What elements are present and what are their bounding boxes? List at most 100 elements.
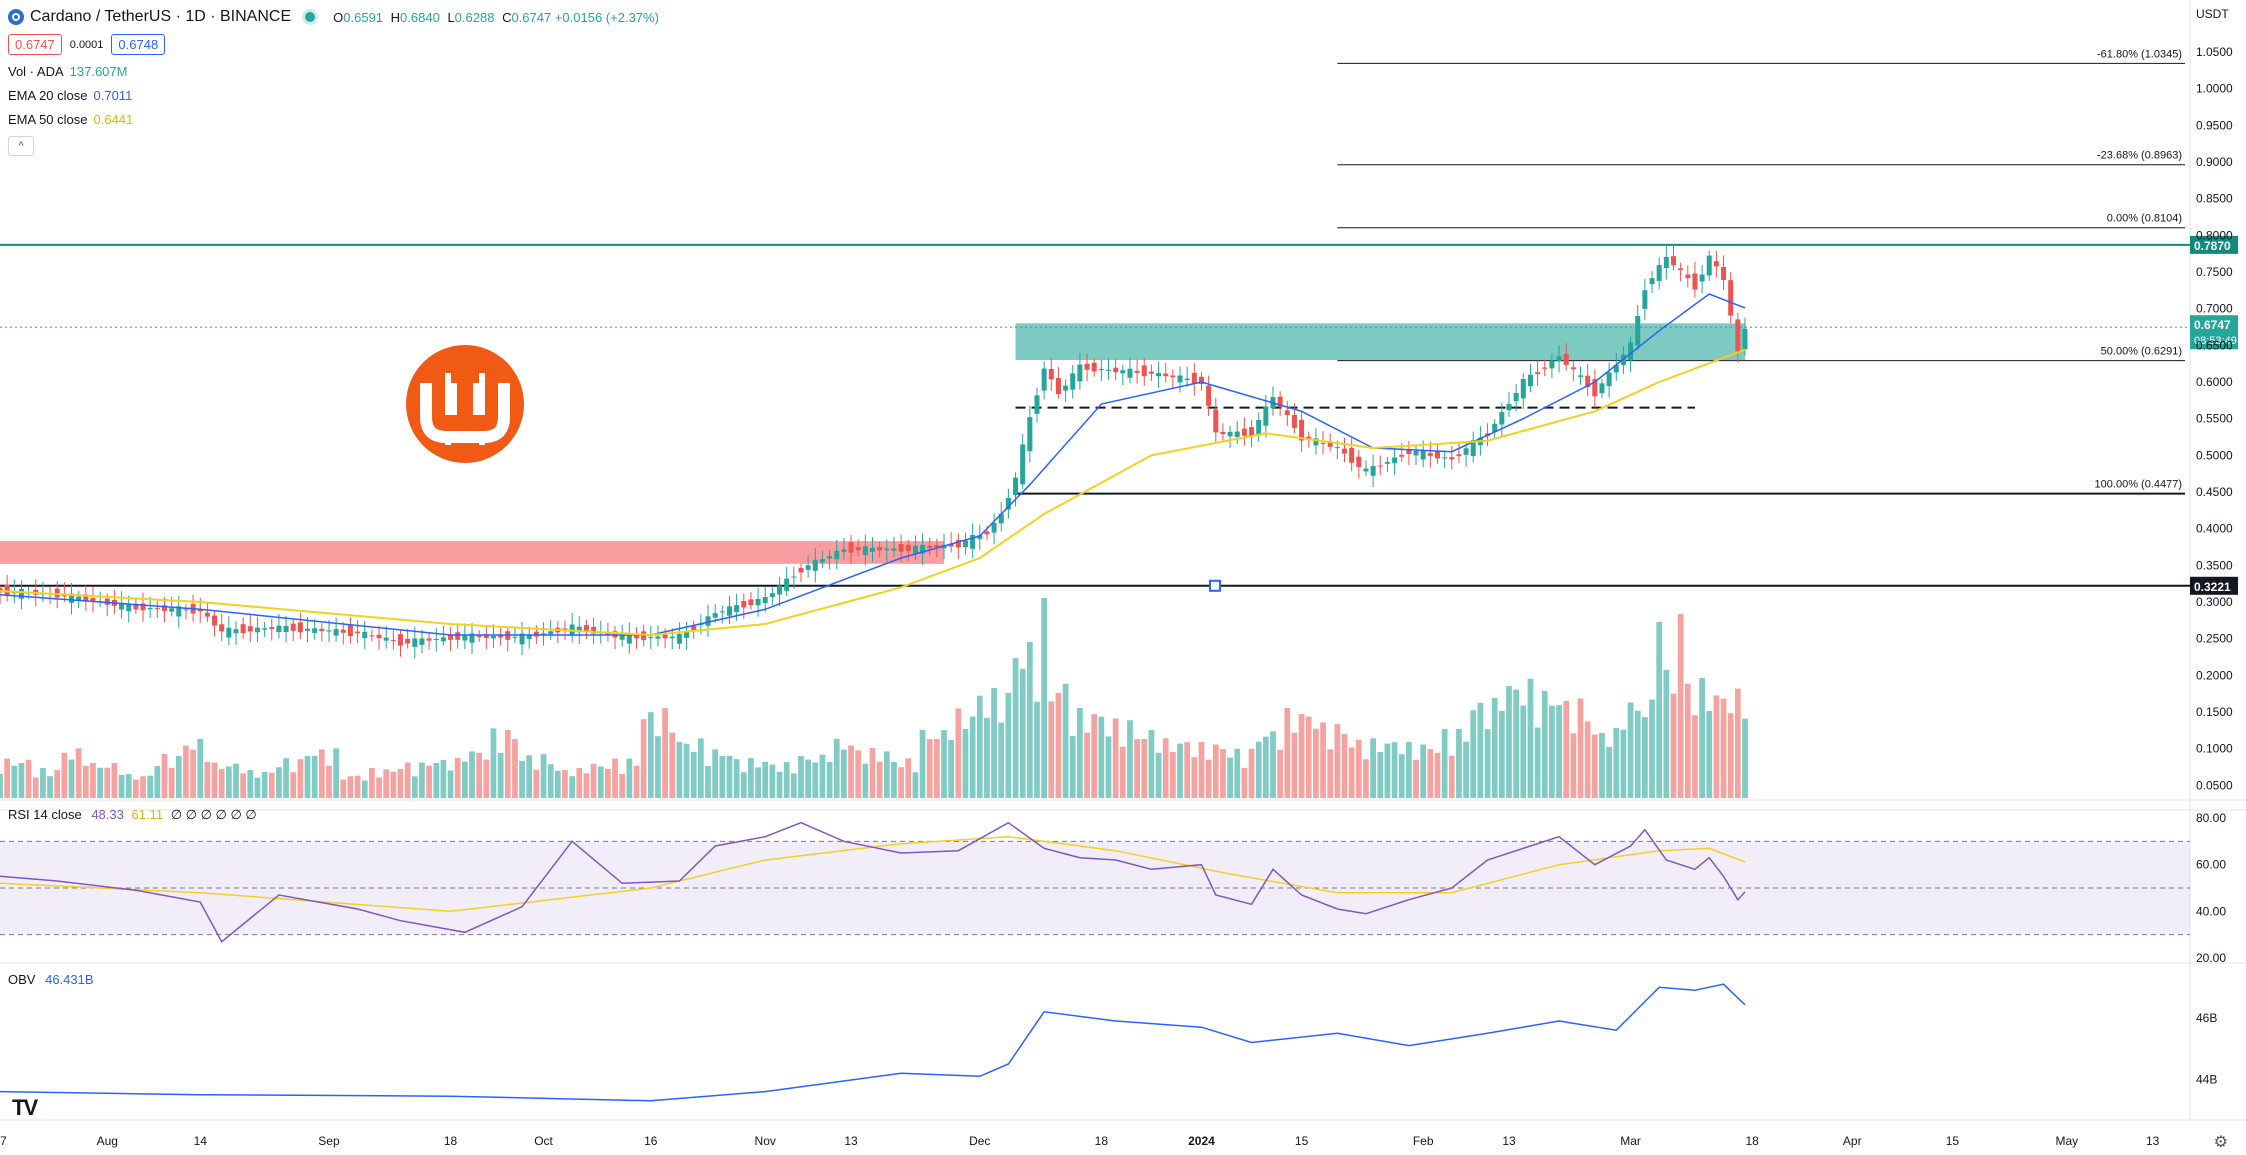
candle-body xyxy=(1549,360,1555,369)
price-axis-tick: 0.1000 xyxy=(2196,742,2233,756)
candle-body xyxy=(541,633,547,635)
volume-bar xyxy=(640,719,647,798)
candle-body xyxy=(1406,450,1412,455)
candle-body xyxy=(827,556,833,559)
candle-body xyxy=(591,626,597,634)
settings-gear-icon[interactable]: ⚙ xyxy=(2213,1134,2228,1151)
time-axis-tick: 2024 xyxy=(1188,1134,1215,1148)
time-axis-tick: 13 xyxy=(1502,1134,1516,1148)
time-axis-tick: 13 xyxy=(844,1134,858,1148)
volume-bar xyxy=(1563,700,1570,798)
volume-bar xyxy=(1463,741,1469,798)
volume-legend[interactable]: Vol · ADA 137.607M xyxy=(8,64,128,79)
candle-body xyxy=(197,609,203,612)
ema50-legend[interactable]: EMA 50 close 0.6441 xyxy=(8,112,134,127)
volume-bar xyxy=(554,770,561,798)
chevron-up-icon[interactable]: ^ xyxy=(8,136,34,156)
volume-bar xyxy=(1577,698,1584,798)
candle-body xyxy=(219,624,225,632)
volume-bar xyxy=(1348,747,1355,798)
obv-legend[interactable]: OBV 46.431B xyxy=(8,972,94,987)
candle-body xyxy=(1120,370,1126,374)
candle-body xyxy=(712,613,718,618)
candle-body xyxy=(741,601,747,608)
candle-body xyxy=(1692,273,1698,290)
time-axis-tick: Dec xyxy=(969,1134,990,1148)
volume-bar xyxy=(1620,729,1627,798)
rsi-legend[interactable]: RSI 14 close 48.33 61.11 ∅ ∅ ∅ ∅ ∅ ∅ xyxy=(8,807,257,822)
price-axis-tick: 0.3500 xyxy=(2196,558,2233,572)
candle-body xyxy=(462,634,468,641)
time-axis-tick: Aug xyxy=(97,1134,118,1148)
ema50-line xyxy=(0,348,1746,637)
candle-body xyxy=(905,544,911,551)
candle-body xyxy=(1663,256,1669,269)
volume-bar xyxy=(948,739,955,798)
volume-bar xyxy=(1112,718,1119,798)
volume-bar xyxy=(1677,614,1684,798)
candle-body xyxy=(1635,315,1641,346)
buy-price-button[interactable]: 0.6748 xyxy=(111,34,166,55)
candle-body xyxy=(54,588,60,598)
candle-body xyxy=(676,633,682,644)
candle-body xyxy=(1027,417,1033,452)
candle-body xyxy=(533,631,539,637)
volume-bar xyxy=(976,695,983,798)
candle-body xyxy=(133,603,139,610)
volume-bar xyxy=(733,759,740,798)
line-handle[interactable] xyxy=(1209,579,1222,592)
candle-body xyxy=(1399,454,1405,457)
volume-bar xyxy=(1177,743,1183,798)
candle-body xyxy=(1363,468,1369,472)
volume-bar xyxy=(1477,702,1484,798)
volume-bar xyxy=(118,774,125,798)
candle-body xyxy=(1005,497,1011,510)
candle-body xyxy=(562,628,568,630)
volume-bar xyxy=(969,716,976,798)
candle-body xyxy=(412,638,418,647)
candle-body xyxy=(340,629,346,633)
candle-body xyxy=(1134,370,1140,373)
candle-body xyxy=(426,638,432,641)
candle-body xyxy=(1527,374,1533,387)
price-axis-tag-label: 0.3221 xyxy=(2194,580,2231,594)
volume-bar xyxy=(698,738,704,798)
volume-bar xyxy=(1305,716,1312,798)
volume-bar xyxy=(404,762,411,798)
candle-body xyxy=(1184,378,1190,380)
candle-body xyxy=(390,640,396,642)
volume-bar xyxy=(397,768,404,798)
symbol-title[interactable]: Cardano / TetherUS · 1D · BINANCE xyxy=(30,8,292,25)
volume-bar xyxy=(497,753,504,798)
volume-bar xyxy=(1527,678,1534,798)
volume-bar xyxy=(998,722,1005,798)
price-axis-tick: 0.5500 xyxy=(2196,412,2233,426)
volume-bar xyxy=(1391,742,1398,798)
time-axis-tick: Oct xyxy=(534,1134,553,1148)
candle-body xyxy=(991,523,997,533)
volume-bar xyxy=(1155,752,1162,798)
ema20-legend[interactable]: EMA 20 close 0.7011 xyxy=(8,88,133,103)
candle-body xyxy=(1034,395,1040,414)
fib-level-label: 0.00% (0.8104) xyxy=(2107,213,2182,225)
candle-body xyxy=(1206,385,1212,406)
volume-bar xyxy=(1205,759,1212,798)
time-axis-tick: 16 xyxy=(644,1134,658,1148)
candle-body xyxy=(1127,368,1133,378)
candle-body xyxy=(705,616,711,626)
volume-bar xyxy=(1613,728,1620,798)
tradingview-logo-icon[interactable]: TV xyxy=(12,1095,38,1120)
volume-bar xyxy=(769,764,776,798)
volume-bar xyxy=(1148,730,1155,798)
obv-line xyxy=(0,983,1746,1102)
candle-body xyxy=(1492,423,1498,432)
volume-bar xyxy=(326,765,332,798)
candle-body xyxy=(877,547,883,551)
sell-price-button[interactable]: 0.6747 xyxy=(8,34,62,55)
volume-bar xyxy=(104,767,111,798)
volume-bar xyxy=(90,763,96,798)
candle-body xyxy=(748,599,754,606)
volume-bar xyxy=(1184,742,1191,798)
volume-bar xyxy=(1406,742,1412,798)
